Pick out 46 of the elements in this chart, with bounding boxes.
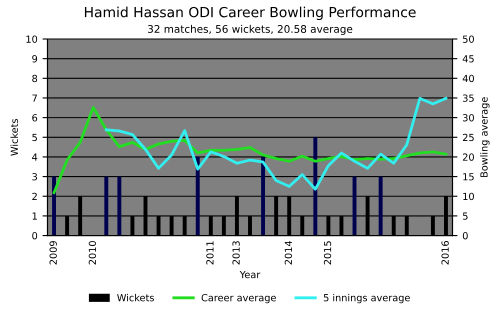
- y-tick-label: 8: [32, 74, 38, 82]
- y-tick-label: 9: [32, 55, 38, 62]
- x-tick-label: 2014: [284, 240, 292, 264]
- y2-tick-label: 0: [462, 232, 468, 240]
- y-tick-label: 5: [32, 134, 37, 142]
- bar: [313, 137, 318, 236]
- y-tick-label: 0: [32, 232, 38, 240]
- x-tick-label: 2009: [50, 241, 57, 264]
- x-tick-label: 2015: [324, 241, 332, 264]
- y2-axis-title: Bowling average: [480, 97, 490, 177]
- bar: [117, 176, 122, 236]
- y-tick-label: 2: [32, 192, 37, 200]
- bar: [378, 176, 383, 236]
- y2-tick-label: 20: [462, 153, 474, 161]
- y2-tick-label: 10: [463, 192, 474, 200]
- y-tick-label: 6: [32, 114, 38, 122]
- y2-tick-label: 25: [462, 134, 474, 142]
- bar: [352, 176, 356, 236]
- line-series: [52, 106, 448, 194]
- legend-label: 5 innings average: [324, 294, 410, 304]
- bar: [52, 176, 56, 236]
- y-tick-label: 3: [32, 173, 37, 180]
- y-tick-label: 4: [32, 154, 38, 161]
- y-axis-title: Wickets: [10, 118, 18, 156]
- y2-tick-label: 45: [462, 55, 474, 62]
- x-axis-title: Year: [240, 271, 260, 278]
- chart-title: Hamid Hassan ODI Career Bowling Performance: [84, 6, 416, 20]
- x-tick-label: 2011: [206, 241, 214, 264]
- legend-label: Wickets: [117, 294, 154, 302]
- x-tick-label: 2010: [88, 241, 96, 264]
- x-tick-label: 2013: [232, 241, 240, 264]
- bar: [261, 156, 266, 236]
- y2-tick-label: 15: [463, 173, 474, 180]
- y2-tick-label: 50: [462, 35, 474, 43]
- y2-tick-label: 5: [462, 212, 468, 220]
- y2-tick-label: 40: [462, 74, 474, 82]
- y-tick-label: 7: [32, 94, 37, 102]
- x-tick-label: 2016: [441, 241, 449, 264]
- y2-tick-label: 30: [462, 114, 474, 122]
- bar: [104, 176, 108, 236]
- legend-label: Career average: [202, 294, 276, 304]
- line-series: [104, 96, 448, 191]
- chart-subtitle: 32 matches, 56 wickets, 20.58 average: [148, 24, 352, 35]
- y-tick-label: 10: [26, 35, 38, 43]
- y2-tick-label: 35: [462, 94, 474, 102]
- y-tick-label: 1: [32, 212, 37, 220]
